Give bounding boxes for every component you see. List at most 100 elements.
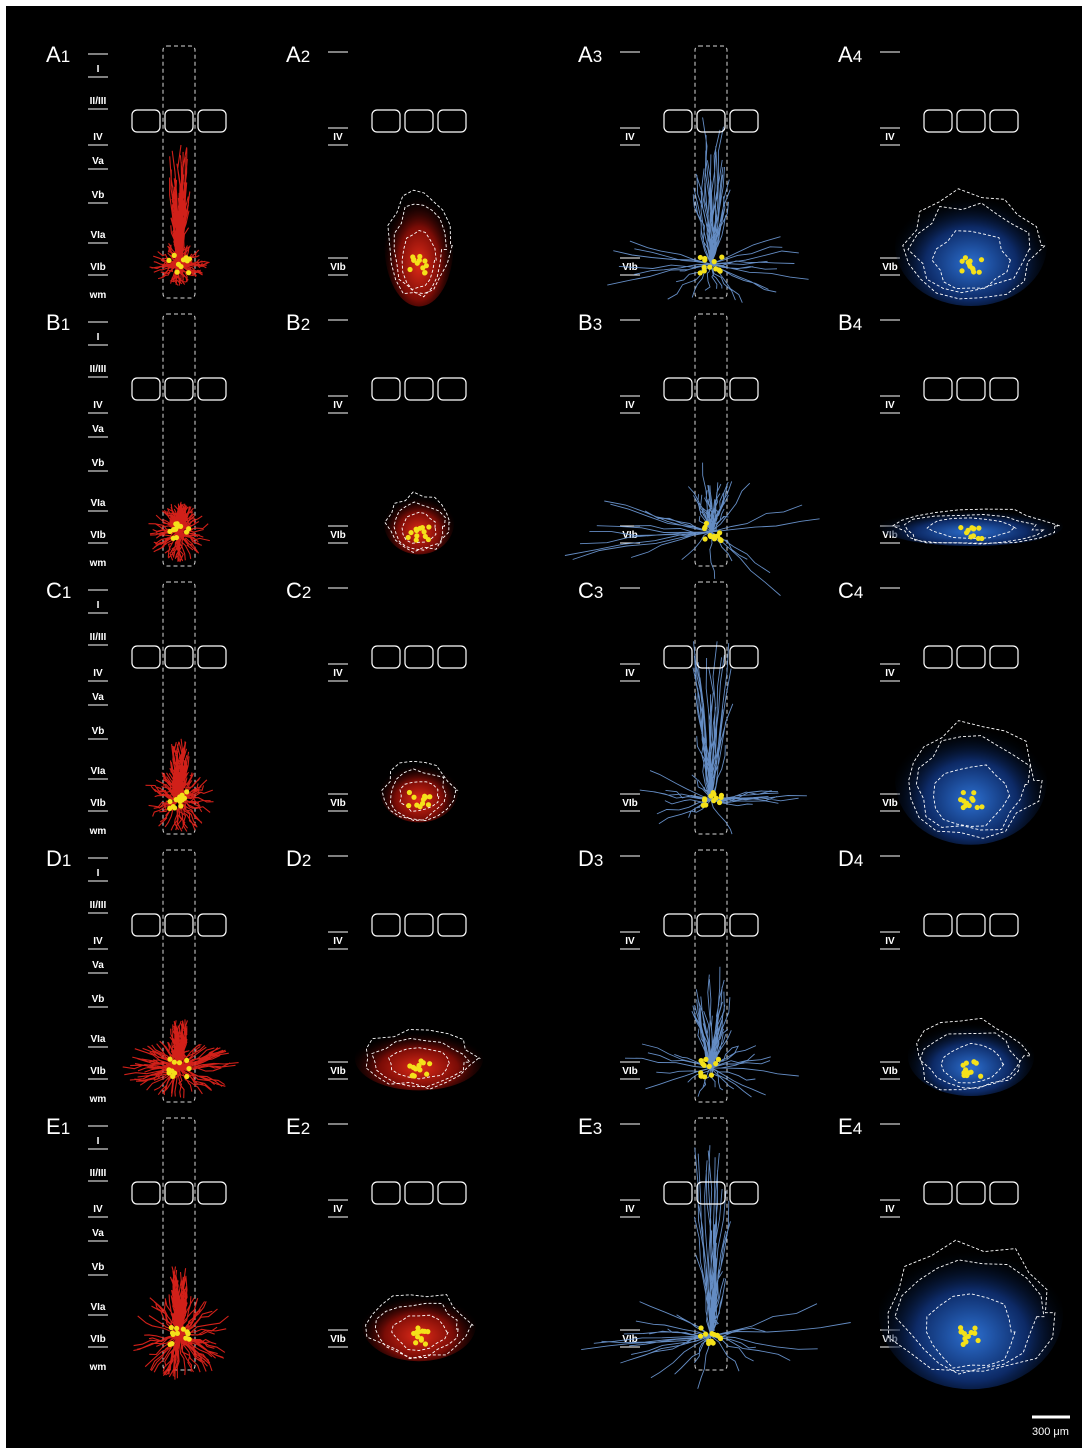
soma-dot [703, 520, 710, 526]
barrel-outline [663, 913, 693, 937]
barrel-outline [923, 109, 953, 133]
layer-label-VIb: VIb [330, 798, 346, 809]
soma-dot [971, 269, 977, 275]
soma-dot [960, 789, 966, 796]
soma-dot [407, 266, 413, 273]
layer-label-IV: IV [625, 936, 635, 947]
panel-D4: D4 IV VIb [838, 846, 1035, 1096]
barrel-outline [989, 645, 1019, 669]
soma-dot [416, 257, 422, 263]
panel-A2: A2 IV VIb [286, 42, 467, 307]
density-contour-middle [919, 1032, 1021, 1089]
axon-tracing [607, 117, 809, 303]
dendrite-density-map [383, 490, 455, 555]
density-contour-inner [926, 1293, 1016, 1369]
soma-dot [174, 1325, 180, 1331]
soma-dot [184, 789, 190, 795]
panel-C2: C2 IV VIb [286, 578, 467, 823]
soma-dot [979, 804, 985, 810]
soma-dot [180, 1326, 186, 1332]
panel-label: C3 [578, 578, 603, 603]
layer-label-Vb: Vb [92, 1262, 105, 1273]
layer-label-IV: IV [885, 1204, 895, 1215]
soma-dot [959, 258, 965, 264]
layer-label-VIb: VIb [90, 530, 106, 541]
soma-dot [408, 529, 414, 536]
barrel-outline [164, 377, 194, 401]
soma-dot [406, 789, 413, 796]
layer-label-VIb: VIb [882, 530, 898, 541]
axon-density-map [895, 185, 1047, 306]
density-contour-inner [940, 1042, 1005, 1084]
soma-dot [168, 1325, 174, 1331]
layer-label-I: I [97, 868, 100, 879]
soma-dot [716, 799, 723, 806]
soma-dot [166, 1070, 172, 1076]
barrel-outline [131, 645, 161, 669]
panel-C1: C1 I II/III IV Va Vb VIa VIb wm [46, 578, 227, 837]
panel-C3: C3 IV VIb [578, 578, 807, 835]
soma-dot [717, 530, 723, 536]
layer-label-Va: Va [92, 156, 104, 167]
density-contour-outer [902, 188, 1047, 300]
soma-dot [174, 269, 180, 275]
soma-dot [422, 793, 428, 799]
density-contour-middle [371, 1037, 471, 1088]
dendrite-density-map [384, 184, 454, 307]
soma-dot [975, 1337, 981, 1344]
soma-dot [427, 1061, 433, 1067]
soma-dot [963, 1339, 969, 1345]
soma-dot [979, 535, 985, 542]
barrel-outline [197, 109, 227, 133]
soma-dot [413, 537, 419, 543]
barrel-outline [371, 109, 401, 133]
soma-dot [970, 526, 977, 532]
barrel-outline [164, 913, 194, 937]
barrel-outline [956, 645, 986, 669]
soma-dot [713, 266, 719, 272]
density-contour-outer [387, 189, 453, 295]
layer-label-IV: IV [625, 132, 635, 143]
density-contour-middle [907, 202, 1031, 294]
panel-label: D1 [46, 846, 71, 871]
soma-dot [701, 797, 708, 803]
layer-label-wm: wm [89, 826, 107, 837]
soma-dot [718, 792, 725, 799]
soma-dot [978, 1073, 984, 1079]
layer-label-IV: IV [885, 936, 895, 947]
layer-label-I: I [97, 64, 100, 75]
soma-dot [715, 1056, 722, 1062]
layer-label-Va: Va [92, 1228, 104, 1239]
soma-dot [170, 535, 176, 541]
panel-D2: D2 IV VIb [286, 846, 484, 1091]
soma-dot [702, 1331, 709, 1337]
panel-A1: A1 I II/III IV Va Vb VIa VIb wm [46, 42, 227, 301]
layer-label-Va: Va [92, 960, 104, 971]
panel-label: C2 [286, 578, 311, 603]
dendrite-density-map [362, 1288, 476, 1362]
layer-label-VIb: VIb [330, 262, 346, 273]
layer-label-wm: wm [89, 558, 107, 569]
soma-dot [968, 534, 974, 540]
soma-dot [181, 795, 188, 801]
soma-dot [957, 1325, 964, 1331]
soma-dot [420, 265, 426, 271]
barrel-outline [989, 377, 1019, 401]
layer-label-Vb: Vb [92, 726, 105, 737]
soma-dot [962, 803, 969, 809]
soma-dot [411, 794, 417, 800]
layer-label-VIb: VIb [882, 798, 898, 809]
density-contour-middle [390, 768, 447, 821]
density-contour-inner [401, 511, 437, 544]
soma-dot [417, 1067, 423, 1073]
axon-density-map [907, 1015, 1035, 1096]
panel-label: B1 [46, 310, 70, 335]
layer-label-wm: wm [89, 1362, 107, 1373]
soma-dot [406, 803, 412, 809]
soma-dot [184, 1329, 190, 1335]
soma-dot [706, 1063, 712, 1069]
soma-dot [964, 1072, 970, 1079]
panel-label: D2 [286, 846, 311, 871]
density-contour-middle [393, 501, 446, 551]
layer-label-IV: IV [885, 132, 895, 143]
